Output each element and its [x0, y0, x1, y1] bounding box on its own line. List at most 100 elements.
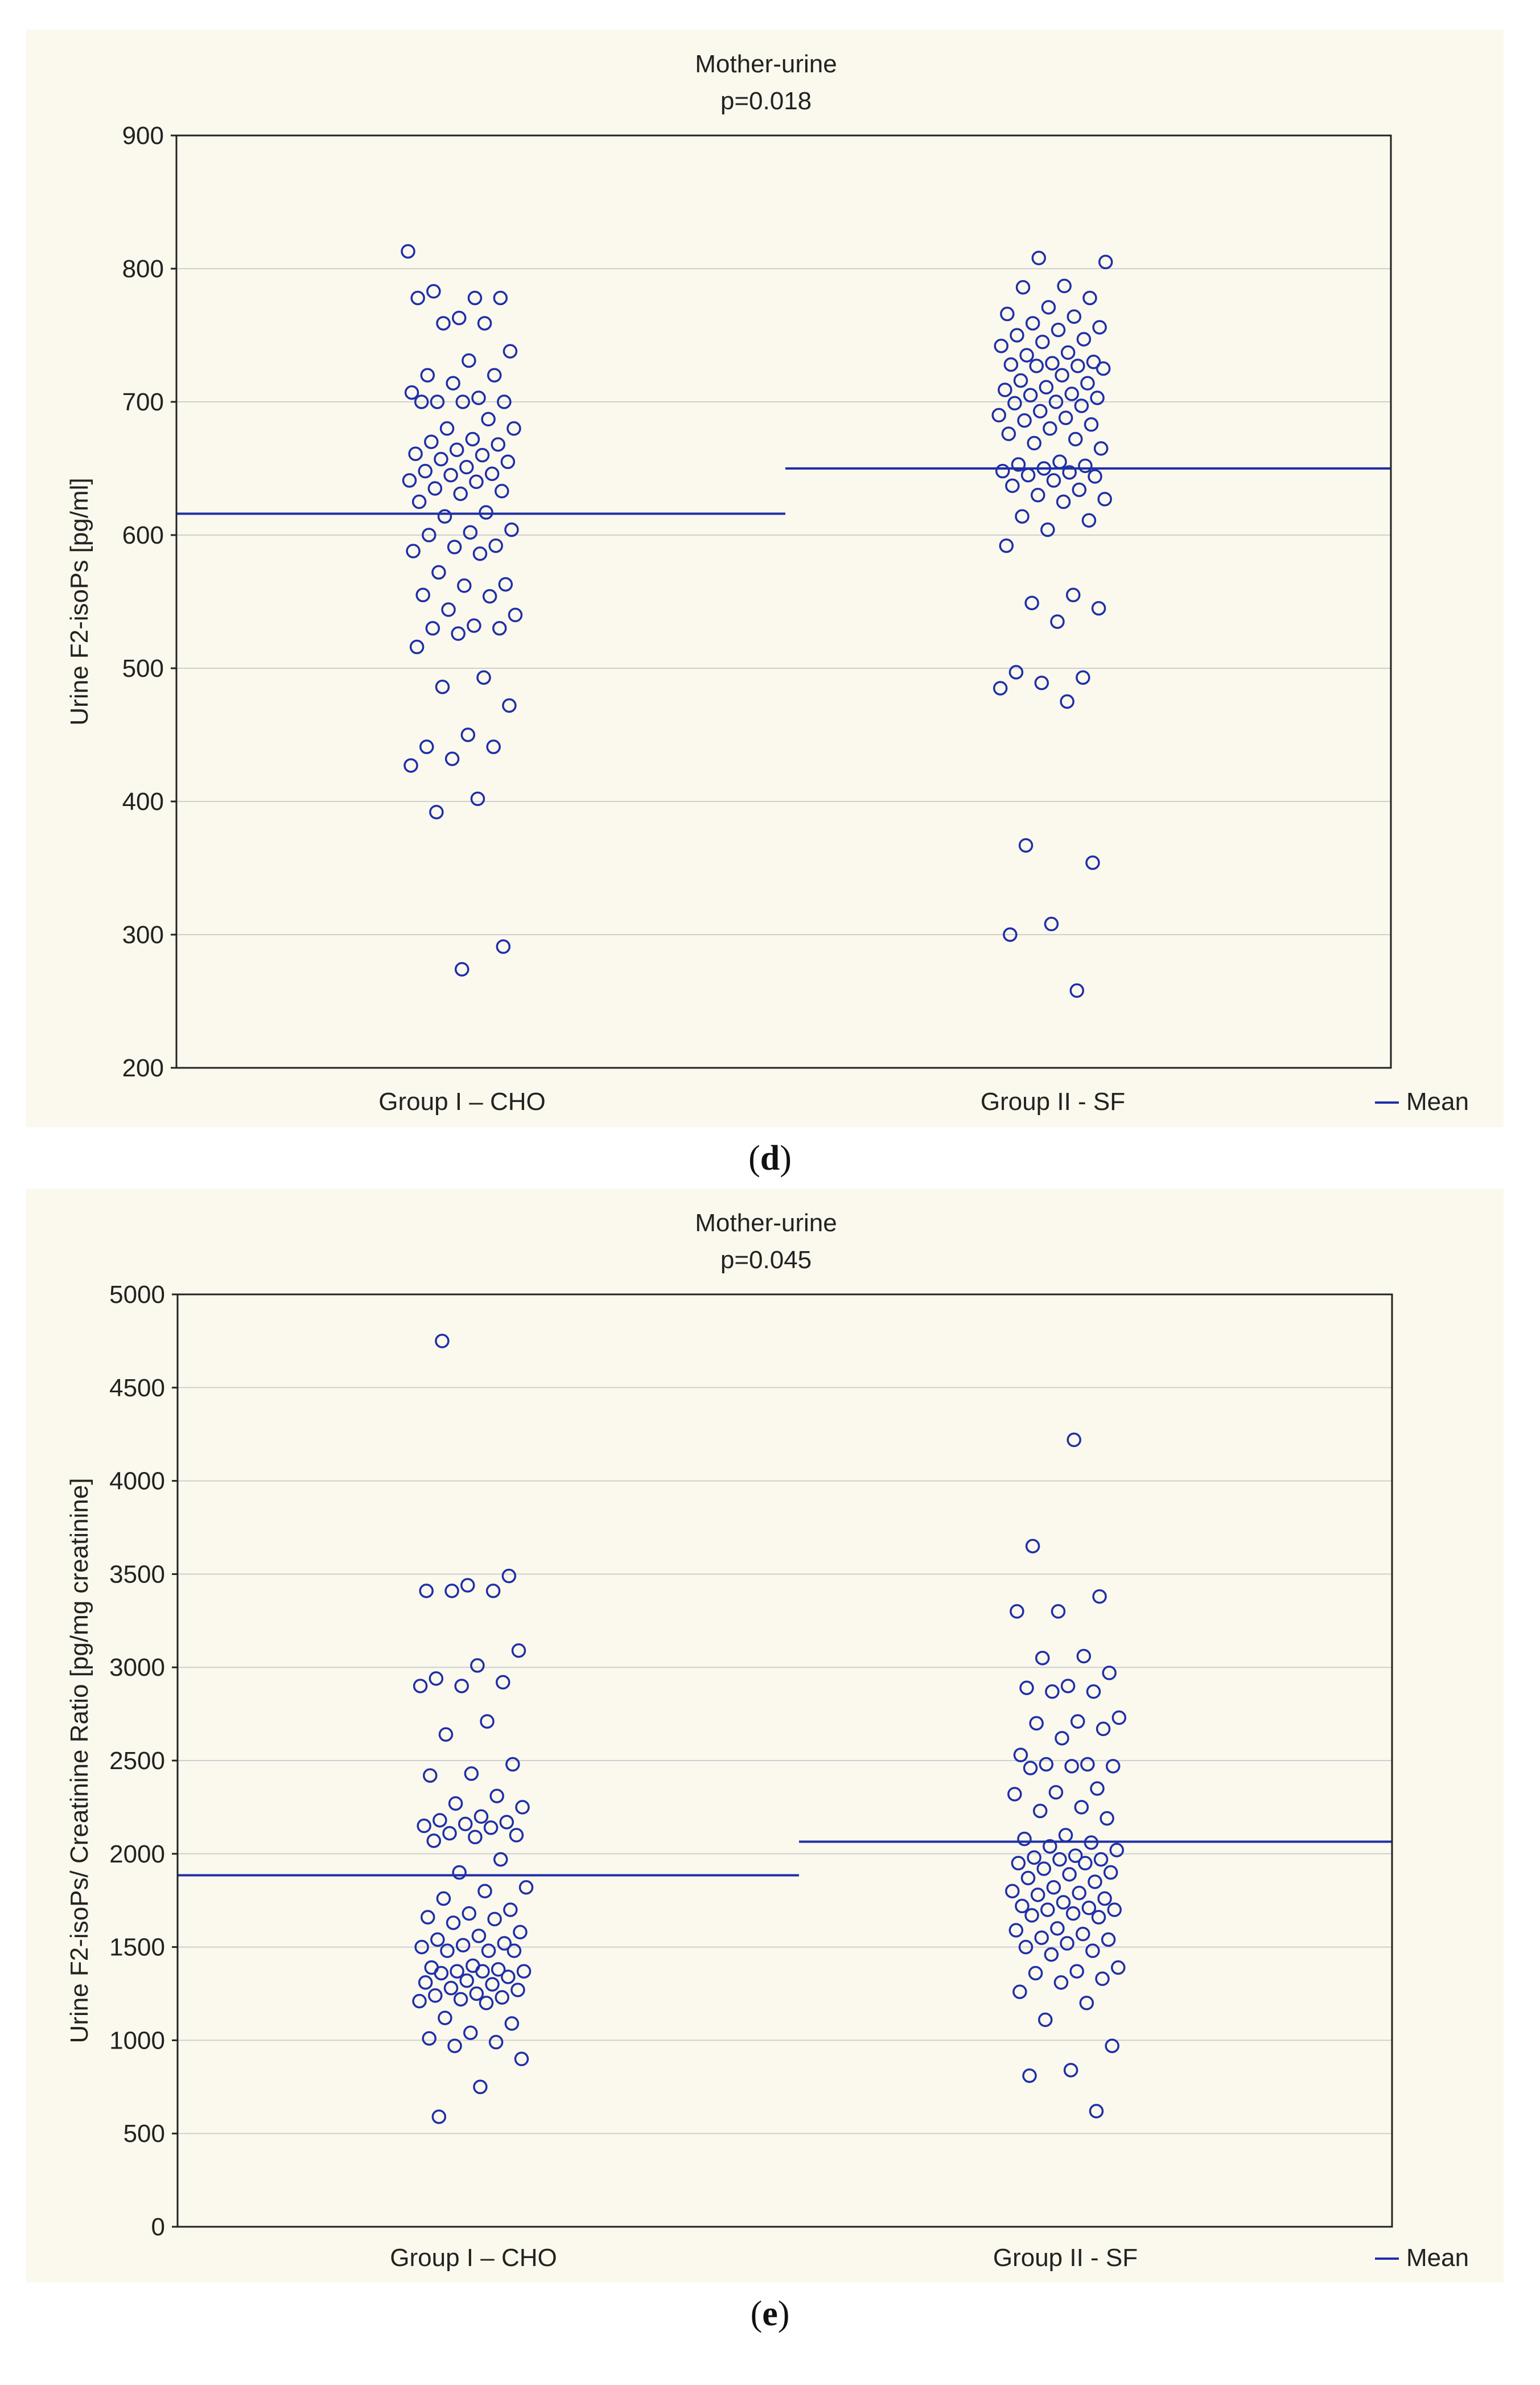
chart-d-point-group1	[408, 446, 423, 462]
chart-e-point-group1	[510, 1983, 525, 1997]
chart-d-point-group1	[469, 474, 484, 490]
chart-e-x-tick-group1: Group I – CHO	[390, 2244, 557, 2272]
chart-d-point-group2	[1023, 388, 1038, 403]
chart-d-point-group2	[1060, 694, 1074, 709]
chart-e-point-group1	[481, 1943, 496, 1958]
chart-d-point-group2	[1081, 513, 1097, 528]
chart-e-point-group1	[459, 1973, 474, 1988]
chart-d-point-group1	[498, 577, 513, 592]
chart-e-point-group1	[414, 1939, 429, 1955]
chart-d-point-group2	[1051, 322, 1066, 338]
chart-e-point-group1	[518, 1880, 534, 1895]
chart-d-subtitle: p=0.018	[720, 87, 812, 115]
chart-e-point-group2	[1052, 1852, 1067, 1867]
chart-e-point-group1	[463, 2025, 478, 2041]
chart-e-point-group1	[450, 1964, 464, 1979]
chart-e-point-group2	[1078, 1856, 1093, 1870]
chart-d-point-group1	[496, 939, 511, 954]
chart-e-point-group2	[1051, 1604, 1066, 1619]
chart-d-point-group2	[1098, 254, 1113, 270]
chart-e-point-group2	[1017, 1831, 1032, 1847]
chart-d-point-group1	[472, 546, 488, 561]
chart-e-svg: Mother-urine p=0.045 0 500 1000 1500 2000 250…	[65, 1209, 1469, 2272]
chart-e-point-group2	[1101, 1932, 1116, 1947]
chart-d-plot-frame	[175, 134, 1392, 1069]
chart-panel-e: Mother-urine p=0.045 0 500 1000 1500 2000 250…	[26, 1189, 1504, 2283]
chart-d-point-group2	[1080, 376, 1095, 390]
chart-e-point-group1	[435, 1334, 450, 1348]
chart-d-point-group1	[508, 607, 523, 623]
chart-e-point-group1	[417, 1818, 431, 1833]
chart-d-point-group2	[1017, 413, 1032, 428]
chart-d-point-group2	[1096, 361, 1111, 376]
chart-e-point-group1	[462, 1906, 477, 1921]
chart-e-point-group1	[499, 1815, 514, 1829]
chart-e-point-group2	[1100, 1811, 1114, 1826]
chart-e-point-group2	[1086, 1684, 1101, 1699]
chart-d-point-group1	[441, 602, 456, 617]
chart-d-point-group2	[1029, 359, 1044, 373]
chart-e-point-group2	[1064, 1759, 1079, 1774]
chart-e-point-group1	[448, 1796, 463, 1811]
chart-e-point-group1	[440, 1943, 455, 1958]
chart-d-point-group2	[998, 383, 1012, 397]
chart-d-point-group1	[402, 473, 417, 488]
chart-d-point-group1	[449, 442, 464, 457]
chart-e-point-group1	[491, 1962, 506, 1977]
caption-e: (e)	[0, 2294, 1540, 2334]
chart-e-point-group1	[413, 1679, 428, 1693]
chart-e-point-group1	[493, 1852, 508, 1867]
chart-d-point-group2	[1001, 426, 1016, 441]
chart-d-point-group1	[486, 739, 501, 754]
chart-e-legend-label: Mean	[1406, 2244, 1469, 2272]
chart-e-point-group1	[485, 1977, 500, 1992]
chart-e-point-group1	[503, 1902, 518, 1917]
chart-d-x-tick-group2: Group II - SF	[981, 1088, 1125, 1116]
chart-d-point-group1	[495, 484, 509, 499]
chart-e-point-group1	[504, 2016, 520, 2031]
chart-e-y-tick-label: 4000	[109, 1467, 165, 1495]
chart-e-point-group2	[1068, 1848, 1083, 1863]
chart-e-point-group1	[442, 1826, 457, 1841]
chart-e-point-group1	[507, 1943, 522, 1958]
chart-d-point-group1	[429, 804, 444, 820]
chart-d-point-group2	[1041, 300, 1056, 315]
chart-d-y-tick-label: 800	[122, 255, 164, 283]
chart-d-point-group2	[1034, 675, 1049, 690]
chart-e-point-group1	[497, 1936, 512, 1951]
chart-e-point-group2	[1023, 1761, 1038, 1775]
chart-e-point-group1	[447, 2038, 462, 2053]
chart-d-point-group1	[481, 412, 496, 427]
chart-d-point-group1	[492, 621, 507, 636]
chart-d-point-group2	[1015, 509, 1030, 524]
chart-d-legend-label: Mean	[1406, 1088, 1469, 1116]
chart-d-point-group2	[1086, 355, 1101, 369]
chart-e-point-group1	[452, 1865, 467, 1880]
chart-e-point-group1	[485, 1584, 501, 1598]
chart-e-point-group1	[453, 1992, 468, 2007]
chart-e-point-group2	[1079, 1996, 1094, 2010]
chart-d-point-group2	[1092, 320, 1107, 335]
chart-e-y-tick-label: 5000	[109, 1281, 165, 1309]
chart-d-point-group2	[1050, 614, 1065, 629]
chart-e-point-group2	[1024, 1908, 1039, 1923]
chart-d-point-group2	[1076, 332, 1092, 347]
chart-d-point-group2	[1097, 492, 1112, 507]
chart-d-point-group2	[1013, 373, 1028, 388]
chart-d-point-group2	[1090, 390, 1105, 405]
chart-d-point-group1	[488, 538, 503, 553]
chart-d-point-group2	[1085, 855, 1100, 870]
chart-e-point-group2	[1020, 1870, 1036, 1886]
chart-e-y-tick-label: 2000	[109, 1840, 165, 1868]
chart-e-point-group1	[473, 1809, 489, 1824]
chart-e-point-group1	[418, 1975, 433, 1990]
chart-d-point-group2	[1031, 488, 1045, 503]
chart-d-title: Mother-urine	[695, 50, 837, 78]
chart-e-point-group2	[1058, 1828, 1073, 1843]
chart-d-point-group2	[1040, 522, 1055, 537]
chart-d-point-group2	[1060, 345, 1076, 360]
chart-e-point-group1	[443, 1980, 459, 1996]
chart-d-point-group1	[446, 376, 460, 390]
chart-e-point-group1	[473, 2079, 488, 2095]
chart-d-point-group2	[1084, 417, 1099, 432]
